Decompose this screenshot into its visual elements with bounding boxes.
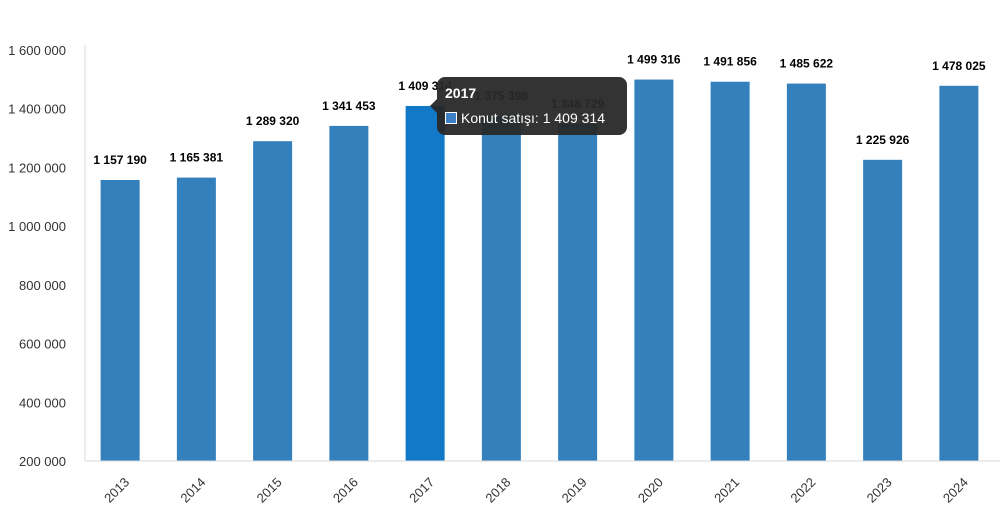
y-tick-label: 200 000	[19, 454, 66, 469]
bar-2020[interactable]	[634, 79, 674, 461]
bar-2023[interactable]	[863, 159, 903, 461]
y-tick-label: 1 000 000	[8, 219, 66, 234]
y-tick-label: 1 600 000	[8, 43, 66, 58]
tooltip-value: 1 409 314	[542, 110, 606, 126]
bar-2013[interactable]	[100, 179, 140, 461]
data-label-2024: 1 478 025	[932, 59, 986, 73]
x-tick-label: 2024	[940, 475, 971, 506]
data-label-2021: 1 491 856	[703, 55, 757, 69]
x-tick-label: 2013	[101, 475, 132, 506]
tooltip-row: Konut satışı: 1 409 314	[445, 110, 619, 126]
y-tick-label: 600 000	[19, 337, 66, 352]
y-tick-label: 1 200 000	[8, 160, 66, 175]
data-label-2013: 1 157 190	[93, 153, 147, 167]
data-label-2015: 1 289 320	[246, 114, 300, 128]
bar-2016[interactable]	[329, 125, 369, 462]
series-swatch-icon	[445, 112, 457, 124]
x-tick-label: 2016	[330, 475, 361, 506]
tooltip: 2017 Konut satışı: 1 409 314	[430, 77, 627, 135]
x-tick-label: 2014	[177, 475, 208, 506]
x-tick-label: 2023	[864, 475, 895, 506]
data-label-2014: 1 165 381	[170, 151, 224, 165]
data-label-2023: 1 225 926	[856, 133, 910, 147]
bar-2014[interactable]	[176, 177, 216, 461]
x-tick-label: 2018	[482, 475, 513, 506]
bar-2018[interactable]	[481, 115, 521, 461]
tooltip-series-label: Konut satışı:	[461, 110, 539, 126]
y-tick-label: 400 000	[19, 395, 66, 410]
data-label-2020: 1 499 316	[627, 53, 681, 67]
data-label-2016: 1 341 453	[322, 99, 376, 113]
x-tick-label: 2017	[406, 475, 437, 506]
bar-2019[interactable]	[558, 123, 598, 461]
x-tick-label: 2021	[711, 475, 742, 506]
y-tick-label: 1 400 000	[8, 102, 66, 117]
bar-2024[interactable]	[939, 85, 979, 461]
bar-2015[interactable]	[253, 141, 293, 461]
tooltip-title: 2017	[445, 85, 477, 101]
bar-2022[interactable]	[786, 83, 826, 461]
bar-2021[interactable]	[710, 81, 750, 461]
data-label-2022: 1 485 622	[780, 57, 834, 71]
x-tick-label: 2022	[787, 475, 818, 506]
y-tick-label: 800 000	[19, 278, 66, 293]
x-tick-label: 2019	[559, 475, 590, 506]
bar-2017[interactable]	[405, 105, 445, 461]
x-tick-label: 2020	[635, 475, 666, 506]
x-tick-label: 2015	[254, 475, 285, 506]
